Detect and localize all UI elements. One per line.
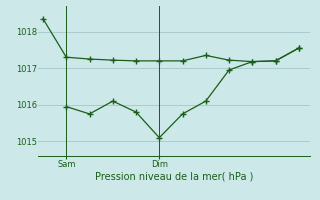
X-axis label: Pression niveau de la mer( hPa ): Pression niveau de la mer( hPa )	[95, 172, 253, 182]
